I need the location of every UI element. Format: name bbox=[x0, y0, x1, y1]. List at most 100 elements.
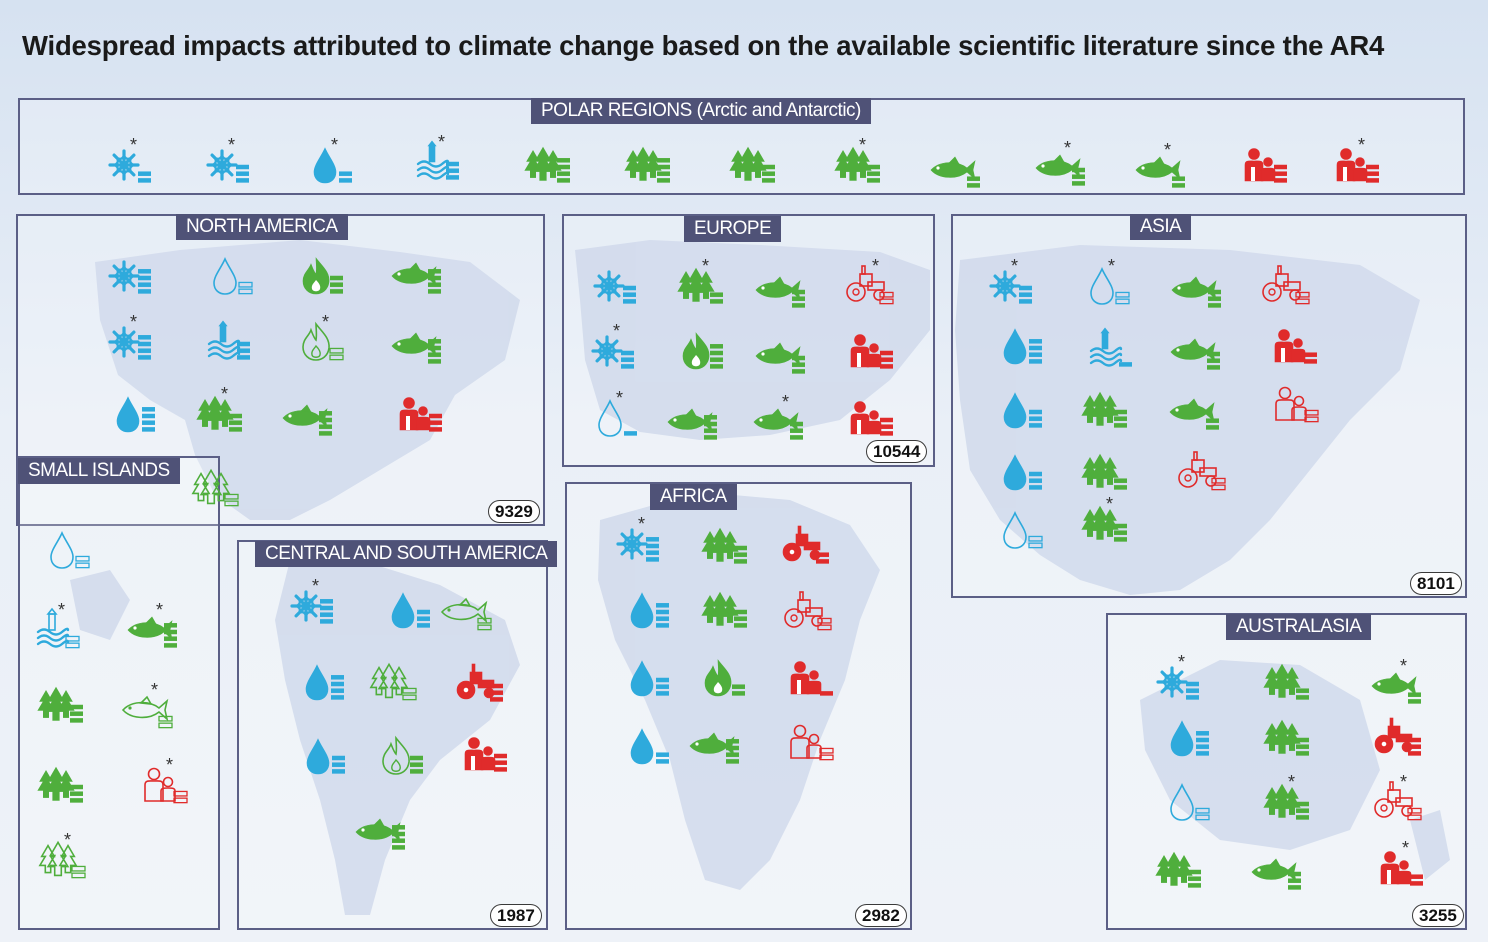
impact-australasia-tractor-icon: * bbox=[1374, 772, 1422, 821]
impact-asia-people-icon bbox=[1274, 329, 1317, 364]
confidence-bars bbox=[1274, 164, 1287, 183]
asterisk-marker: * bbox=[221, 384, 228, 404]
impact-polar-fish-icon: * bbox=[1035, 138, 1085, 186]
impact-europe-tractor-icon: * bbox=[846, 256, 894, 305]
confidence-bars bbox=[224, 493, 239, 507]
impact-central-south-america-water-icon bbox=[306, 738, 345, 775]
asterisk-marker: * bbox=[64, 830, 71, 850]
confidence-bars bbox=[70, 784, 83, 803]
confidence-bars bbox=[867, 164, 880, 183]
asterisk-marker: * bbox=[1288, 772, 1295, 792]
region-label-africa: AFRICA bbox=[650, 484, 737, 510]
confidence-bars bbox=[762, 164, 775, 183]
impact-africa-tractor-icon bbox=[782, 525, 829, 564]
impact-europe-fire-icon bbox=[682, 332, 723, 370]
impact-australasia-forest-icon bbox=[1263, 663, 1309, 700]
impact-australasia-water-icon bbox=[1170, 720, 1209, 757]
impact-asia-water-icon bbox=[1003, 328, 1042, 365]
impact-australasia-snow-icon: * bbox=[1156, 652, 1199, 700]
confidence-bars bbox=[1115, 291, 1130, 305]
confidence-bars bbox=[319, 411, 332, 436]
asterisk-marker: * bbox=[1164, 140, 1171, 160]
impact-europe-snow-icon: * bbox=[591, 321, 634, 369]
confidence-bars bbox=[1072, 167, 1085, 186]
confidence-bars bbox=[710, 344, 723, 369]
confidence-bars bbox=[1029, 471, 1042, 490]
impact-central-south-america-fish-icon bbox=[355, 818, 405, 850]
region-label-central-south-america: CENTRAL AND SOUTH AMERICA bbox=[255, 541, 558, 567]
impact-central-south-america-fire-icon bbox=[382, 735, 423, 775]
confidence-bars bbox=[1410, 874, 1423, 886]
impact-polar-snow-icon: * bbox=[108, 135, 151, 183]
impact-europe-snow-icon bbox=[593, 270, 636, 304]
asterisk-marker: * bbox=[228, 135, 235, 155]
asterisk-marker: * bbox=[322, 312, 329, 332]
confidence-bars bbox=[164, 623, 177, 648]
region-label-north-america: NORTH AMERICA bbox=[176, 214, 348, 240]
asterisk-marker: * bbox=[1106, 494, 1113, 514]
confidence-bars bbox=[1207, 351, 1220, 370]
confidence-bars bbox=[173, 790, 188, 804]
asterisk-marker: * bbox=[613, 321, 620, 341]
impact-north-america-forest-icon: * bbox=[196, 384, 242, 432]
confidence-bars bbox=[75, 555, 90, 569]
impact-asia-water-icon bbox=[1003, 392, 1042, 429]
impact-australasia-forest-icon bbox=[1263, 719, 1309, 756]
impact-australasia-forest-icon: * bbox=[1263, 772, 1309, 820]
confidence-bars bbox=[238, 281, 253, 295]
impact-africa-water-icon bbox=[630, 592, 669, 629]
impact-africa-fish-icon bbox=[689, 732, 739, 764]
impact-europe-fish-icon bbox=[755, 276, 805, 308]
impact-africa-people-icon bbox=[790, 661, 833, 696]
confidence-bars bbox=[967, 176, 980, 188]
impact-asia-water-icon: * bbox=[1090, 256, 1130, 305]
region-count-asia: 8101 bbox=[1410, 572, 1462, 595]
impact-central-south-america-forest-icon bbox=[369, 662, 417, 701]
confidence-bars bbox=[428, 339, 441, 364]
impact-north-america-fire-icon bbox=[302, 257, 343, 295]
impact-polar-fish-icon: * bbox=[1135, 140, 1185, 188]
impact-europe-people-icon bbox=[850, 334, 893, 369]
confidence-bars bbox=[1019, 285, 1032, 304]
region-asia-frame bbox=[951, 214, 1467, 598]
impact-central-south-america-people-icon bbox=[464, 737, 507, 772]
impact-africa-snow-icon: * bbox=[616, 514, 659, 562]
confidence-bars bbox=[494, 753, 507, 772]
confidence-bars bbox=[236, 164, 249, 183]
asterisk-marker: * bbox=[1178, 652, 1185, 672]
confidence-bars bbox=[792, 289, 805, 308]
confidence-bars bbox=[732, 684, 745, 696]
impact-central-south-america-tractor-icon bbox=[456, 663, 503, 702]
impact-africa-forest-icon bbox=[701, 527, 747, 564]
impact-asia-fish-icon bbox=[1169, 398, 1219, 430]
confidence-bars bbox=[429, 413, 442, 432]
impact-australasia-forest-icon bbox=[1155, 851, 1201, 888]
confidence-bars bbox=[1114, 409, 1127, 428]
impact-asia-snow-icon: * bbox=[989, 256, 1032, 304]
confidence-bars bbox=[330, 275, 343, 294]
confidence-bars bbox=[65, 635, 80, 649]
confidence-bars bbox=[138, 269, 151, 294]
asterisk-marker: * bbox=[1400, 656, 1407, 676]
impact-europe-fish-icon: * bbox=[753, 392, 803, 440]
region-label-asia: ASIA bbox=[1130, 214, 1192, 240]
confidence-bars bbox=[1295, 291, 1310, 305]
confidence-bars bbox=[339, 171, 352, 183]
confidence-bars bbox=[1028, 535, 1043, 549]
impact-polar-forest-icon bbox=[624, 146, 670, 183]
confidence-bars bbox=[1211, 477, 1226, 491]
region-label-polar: POLAR REGIONS (Arctic and Antarctic) bbox=[531, 98, 871, 124]
confidence-bars bbox=[1186, 681, 1199, 700]
impact-north-america-forest-icon bbox=[191, 468, 239, 507]
asterisk-marker: * bbox=[166, 755, 173, 775]
asterisk-marker: * bbox=[616, 388, 623, 408]
confidence-bars bbox=[332, 755, 345, 774]
impact-europe-fish-icon bbox=[755, 342, 805, 374]
asterisk-marker: * bbox=[1108, 256, 1115, 276]
confidence-bars bbox=[1114, 523, 1127, 542]
confidence-bars bbox=[726, 739, 739, 764]
impact-africa-water-icon bbox=[630, 728, 669, 765]
impact-small-islands-fish-icon: * bbox=[127, 600, 177, 648]
confidence-bars bbox=[1408, 737, 1421, 756]
